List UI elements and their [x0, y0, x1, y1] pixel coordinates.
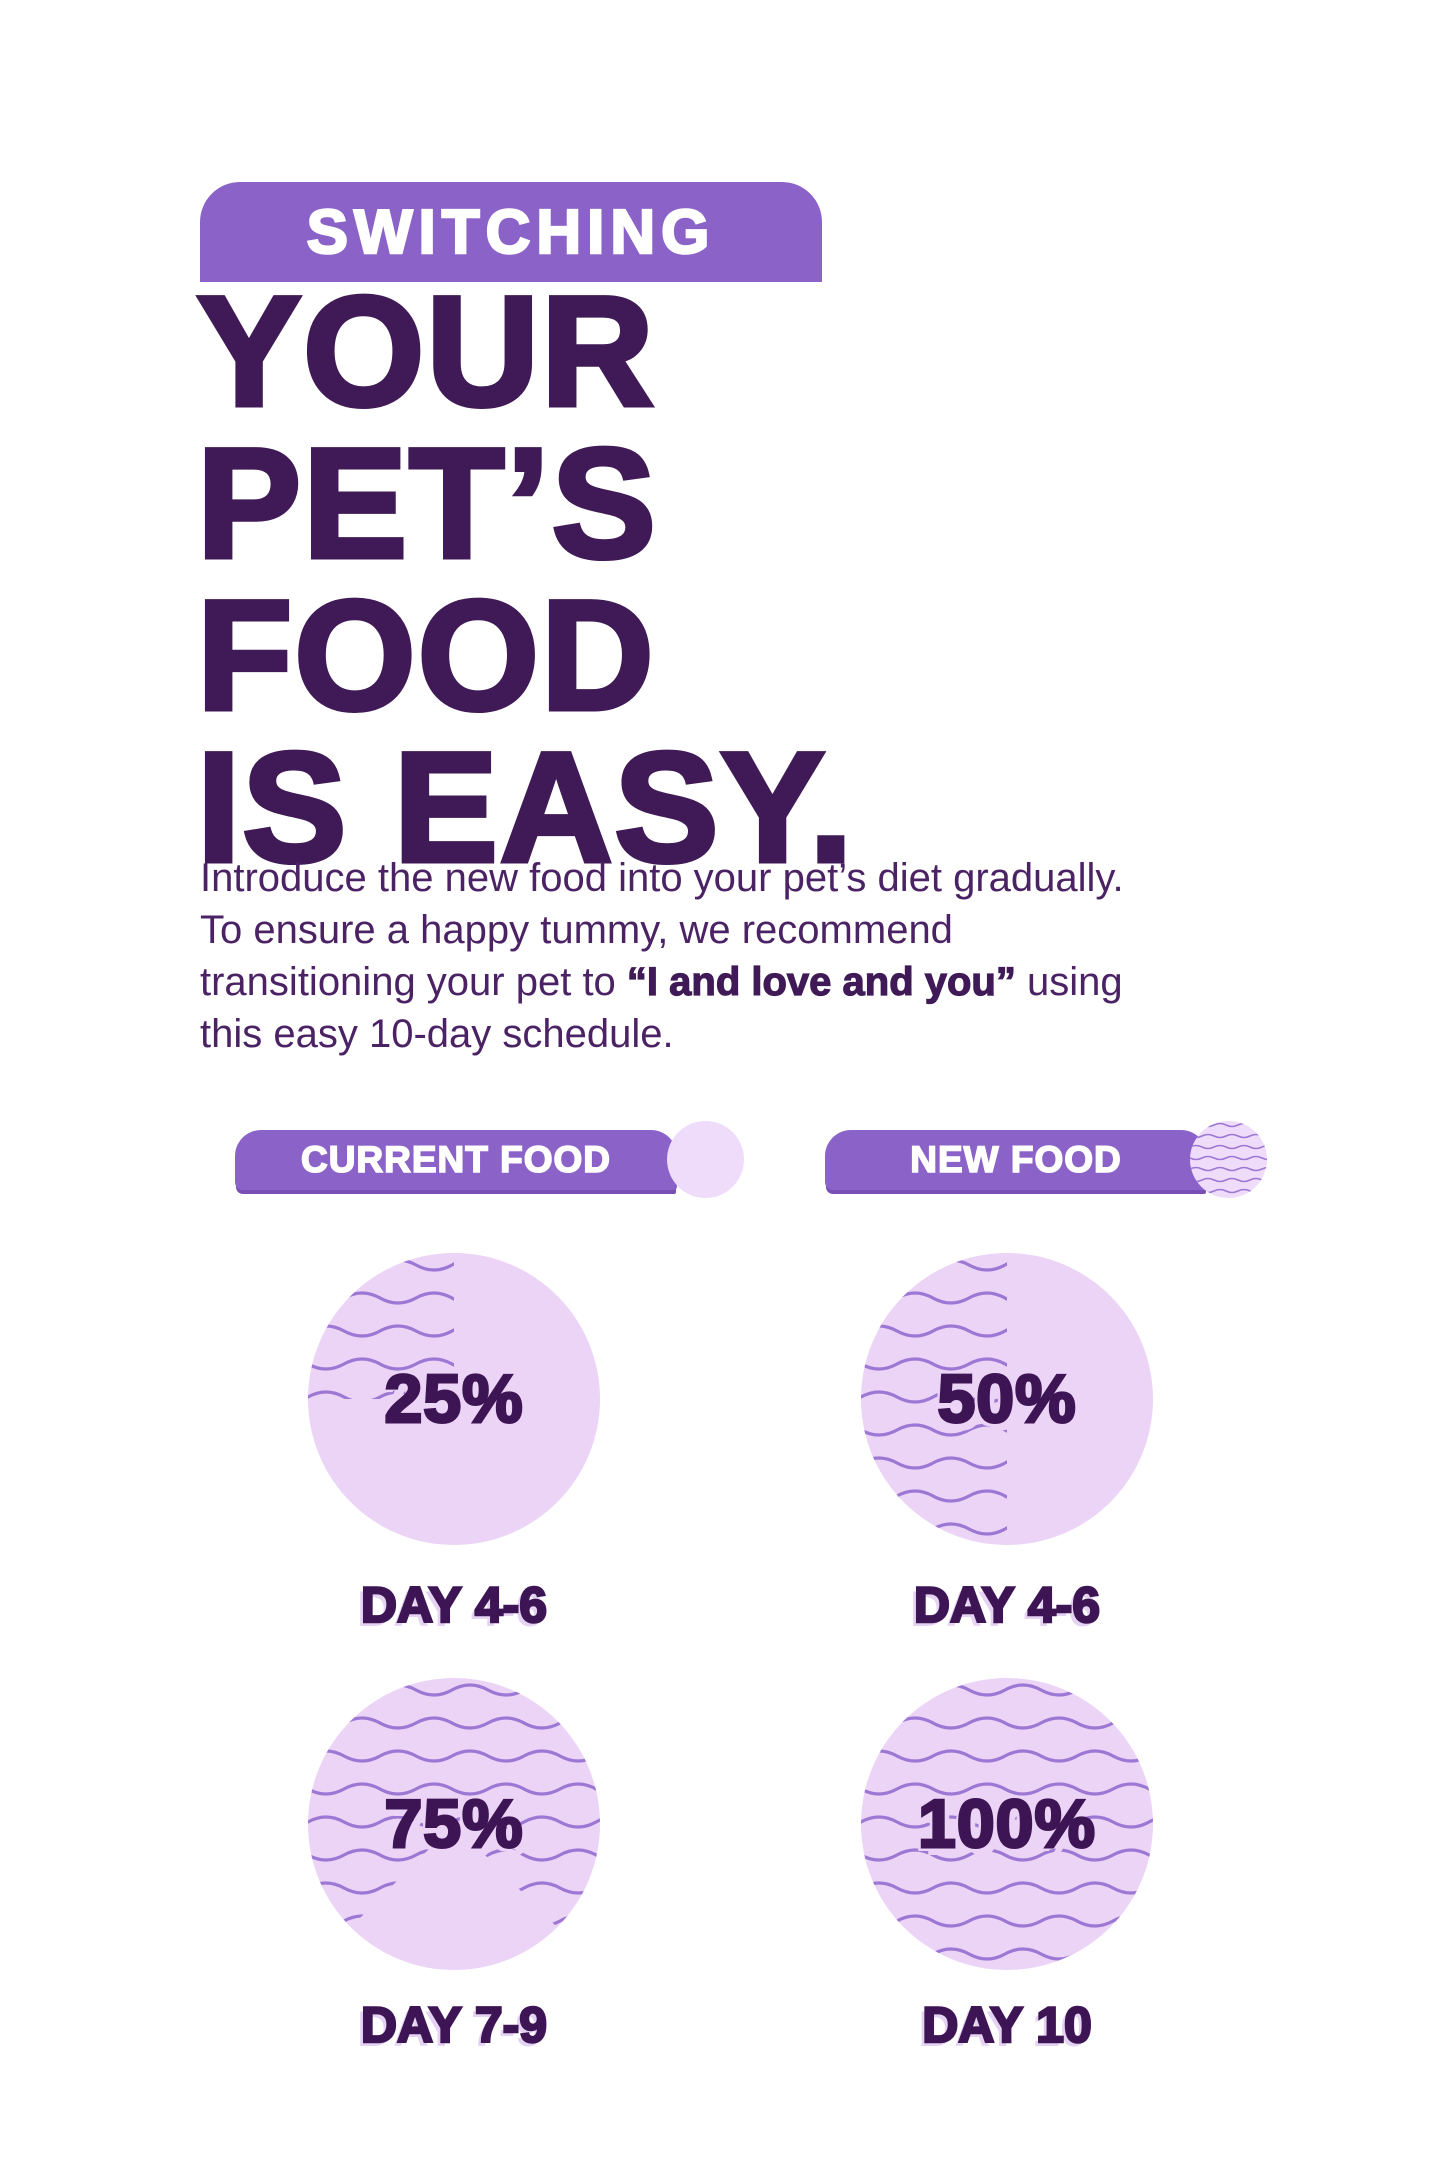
percent-label: 50%: [936, 1360, 1077, 1439]
legend-current-food-label: CURRENT FOOD: [300, 1138, 612, 1181]
day-label: DAY 7-9: [360, 1996, 549, 2055]
intro-line-1: Introduce the new food into your pet’s d…: [200, 856, 1124, 900]
new-food-swatch-wave-icon: [1190, 1121, 1267, 1198]
current-food-swatch-circle: [667, 1121, 744, 1198]
legend-current-food: CURRENT FOOD: [235, 1130, 677, 1190]
intro-line-3-post: using: [1015, 960, 1123, 1004]
legend-new-food-label: NEW FOOD: [909, 1138, 1122, 1181]
wave-fill-50-icon: [861, 1253, 1007, 1545]
schedule-bubble-100: 100%: [861, 1678, 1153, 1970]
title-line-3: FOOD: [195, 569, 657, 743]
switching-badge-label: SWITCHING: [305, 196, 716, 268]
wave-fill-100-icon: [861, 1678, 1153, 1970]
day-label: DAY 10: [921, 1996, 1093, 2055]
wave-fill-25-icon: [308, 1253, 454, 1399]
percent-label: 75%: [383, 1785, 524, 1864]
title-line-1: YOUR: [195, 265, 657, 439]
schedule-bubble-75: 75%: [308, 1678, 600, 1970]
switching-badge: SWITCHING: [200, 182, 822, 282]
percent-label: 25%: [383, 1360, 524, 1439]
title-line-4: IS EASY.: [195, 721, 856, 895]
legend-new-food: NEW FOOD: [825, 1130, 1207, 1190]
intro-paragraph: Introduce the new food into your pet’s d…: [200, 852, 1320, 1060]
brand-name: “I and love and you”: [626, 959, 1016, 1004]
new-food-swatch-circle: [1190, 1121, 1267, 1198]
day-label: DAY 4-6: [360, 1576, 549, 1635]
day-label: DAY 4-6: [913, 1576, 1102, 1635]
wave-fill-75-icon: [308, 1678, 600, 1928]
schedule-bubble-50: 50%: [861, 1253, 1153, 1545]
schedule-bubble-25: 25%: [308, 1253, 600, 1545]
intro-line-3: transitioning your pet to “I and love an…: [200, 956, 1320, 1008]
title-line-2: PET’S: [195, 417, 659, 591]
percent-label: 100%: [917, 1785, 1097, 1864]
intro-line-2: To ensure a happy tummy, we recommend: [200, 908, 953, 952]
page-title: YOUR PET’S FOOD IS EASY.: [195, 265, 856, 895]
intro-line-4: this easy 10-day schedule.: [200, 1012, 674, 1056]
intro-line-3-pre: transitioning your pet to: [200, 960, 627, 1004]
